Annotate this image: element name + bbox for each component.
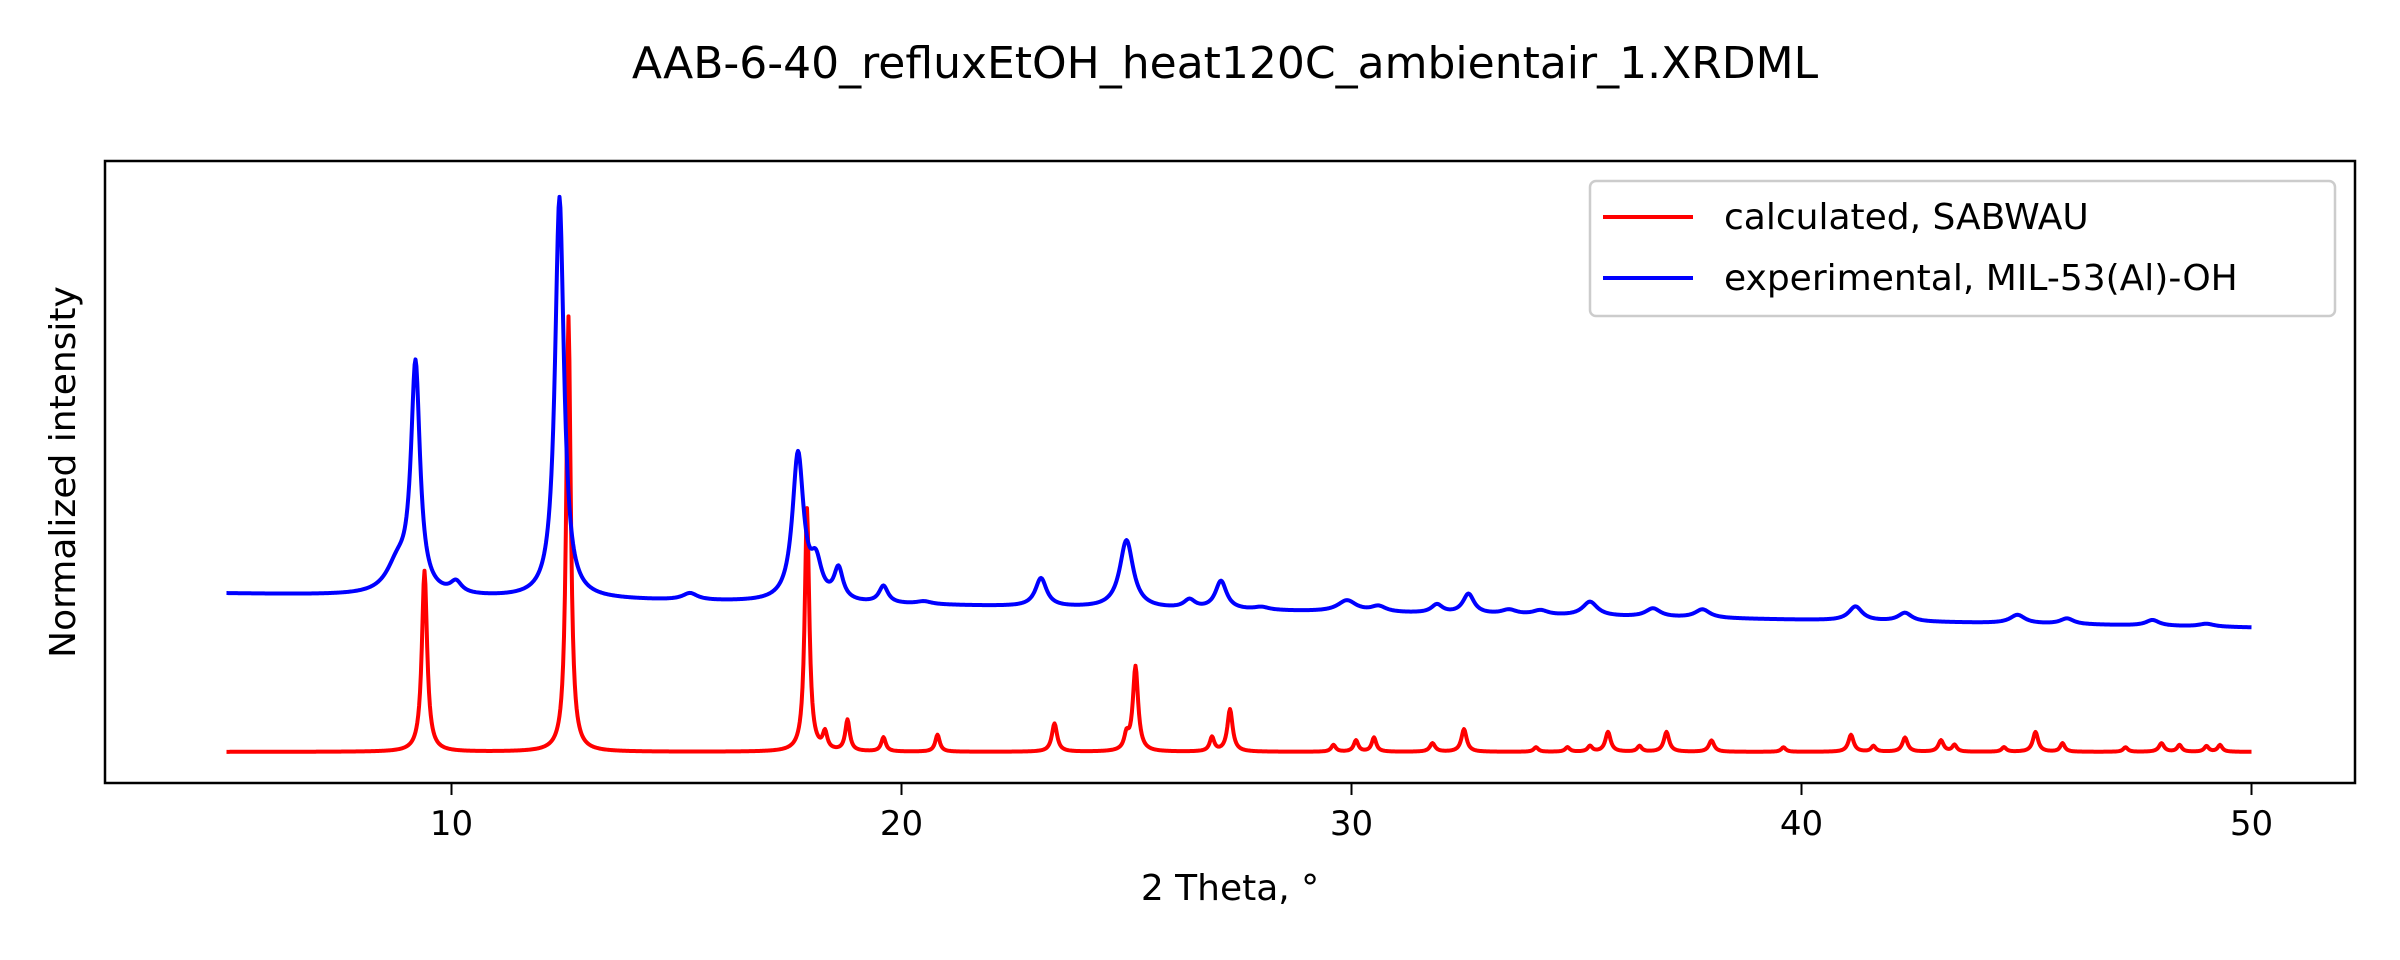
chart-title: AAB-6-40_refluxEtOH_heat120C_ambientair_… — [632, 38, 1819, 89]
legend-box — [1588, 179, 2337, 318]
axes-frame — [103, 159, 2357, 785]
x-tick-label-40: 40 — [1780, 804, 1823, 844]
series-line-calculated — [225, 314, 2253, 754]
series-layer — [225, 194, 2253, 754]
series-line-experimental — [225, 194, 2253, 630]
x-tick-label-20: 20 — [880, 804, 923, 844]
x-tick-label-10: 10 — [430, 804, 473, 844]
legend-label-calculated: calculated, SABWAU — [1724, 197, 2089, 238]
legend-label-experimental: experimental, MIL-53(Al)-OH — [1724, 258, 2238, 299]
x-axis-label: 2 Theta, ° — [1141, 868, 1319, 909]
x-tick-label-30: 30 — [1330, 804, 1373, 844]
x-tick-label-50: 50 — [2230, 804, 2273, 844]
x-axis-ticks: 10 20 30 40 50 — [430, 783, 2273, 844]
plot-area — [103, 159, 2357, 785]
y-axis-label: Normalized intensity — [43, 286, 84, 658]
legend: calculated, SABWAU experimental, MIL-53(… — [1588, 179, 2337, 318]
